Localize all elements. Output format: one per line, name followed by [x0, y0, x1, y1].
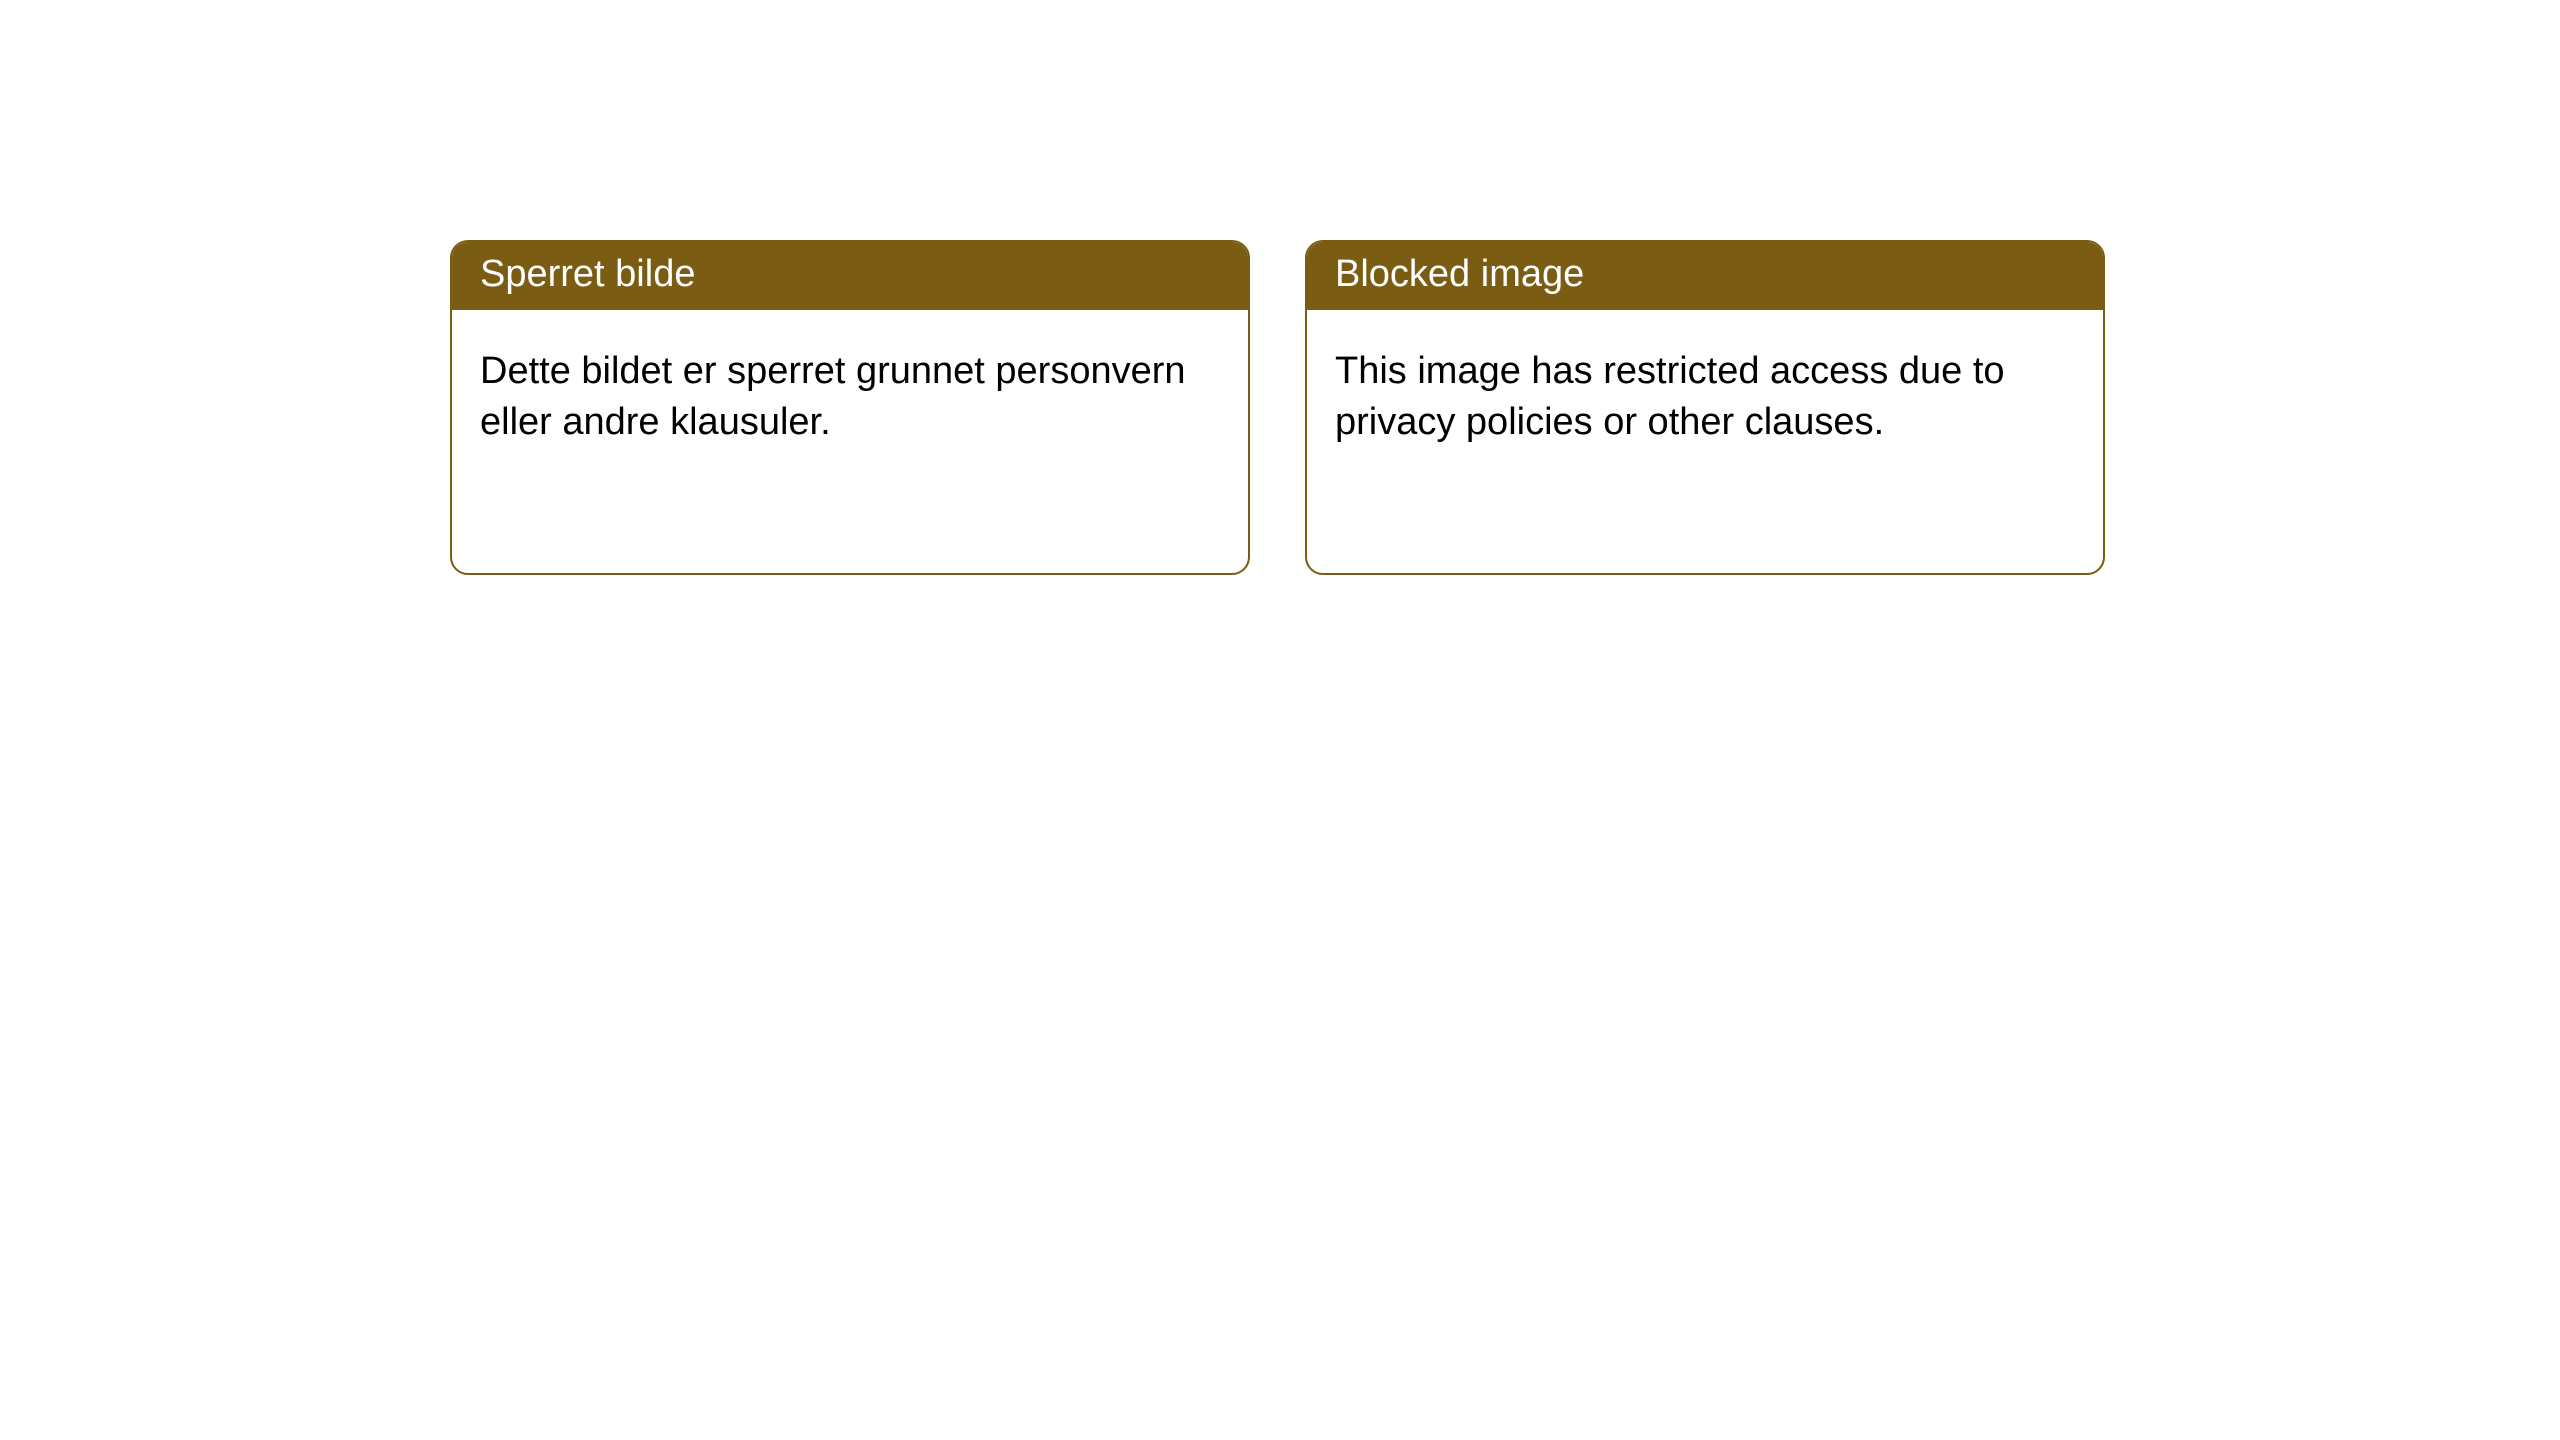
- notice-header-english: Blocked image: [1307, 242, 2103, 310]
- notice-container: Sperret bilde Dette bildet er sperret gr…: [0, 0, 2560, 575]
- notice-header-norwegian: Sperret bilde: [452, 242, 1248, 310]
- notice-card-english: Blocked image This image has restricted …: [1305, 240, 2105, 575]
- notice-body-norwegian: Dette bildet er sperret grunnet personve…: [452, 310, 1248, 477]
- notice-card-norwegian: Sperret bilde Dette bildet er sperret gr…: [450, 240, 1250, 575]
- notice-body-english: This image has restricted access due to …: [1307, 310, 2103, 477]
